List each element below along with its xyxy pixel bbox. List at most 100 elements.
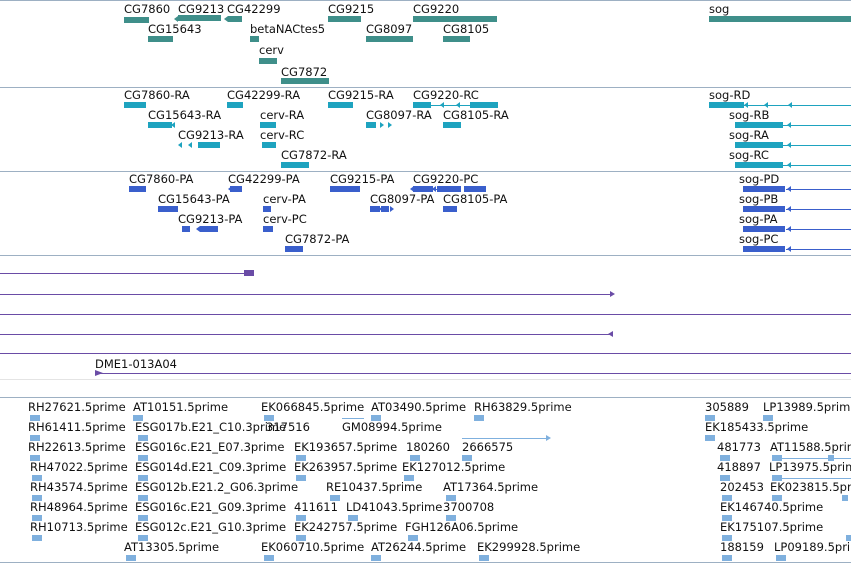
est-label[interactable]: RE10437.5prime [326,480,423,494]
protein-glyph[interactable] [437,186,461,192]
est-label[interactable]: LD41043.5prime [346,500,443,514]
est-glyph[interactable] [772,475,782,481]
est-glyph[interactable] [763,415,773,421]
transcript-glyph[interactable] [735,142,783,148]
est-glyph[interactable] [138,455,148,461]
est-glyph[interactable] [776,555,786,561]
est-label[interactable]: ESG017b.E21_C10.3prime [135,420,287,434]
est-label[interactable]: AT11588.5prime [770,440,851,454]
est-label[interactable]: RH27621.5prime [28,400,126,414]
protein-label[interactable]: CG42299-PA [228,172,300,186]
transcript-label[interactable]: CG8097-RA [366,108,432,122]
est-glyph[interactable] [138,435,148,441]
transcript-label[interactable]: sog-RD [709,88,751,102]
gene-glyph[interactable] [709,16,851,22]
clone-end-glyph[interactable] [244,270,254,276]
est-glyph[interactable] [32,515,42,521]
gene-glyph[interactable] [328,16,361,22]
transcript-glyph[interactable] [260,122,276,128]
est-glyph[interactable] [138,515,148,521]
est-glyph[interactable] [296,535,306,541]
gene-glyph[interactable] [148,36,173,42]
est-glyph[interactable] [138,475,148,481]
transcript-glyph[interactable] [735,122,783,128]
est-label[interactable]: LP09189.5prime [774,540,851,554]
est-glyph[interactable] [846,535,851,541]
est-label[interactable]: 411611 [294,500,338,514]
transcript-label[interactable]: CG8105-RA [443,108,509,122]
est-label[interactable]: GM08994.5prime [342,420,442,434]
transcript-glyph[interactable] [198,142,220,148]
est-label[interactable]: AT17364.5prime [443,480,539,494]
est-label[interactable]: 202453 [720,480,764,494]
gene-label[interactable]: CG8097 [366,22,413,36]
est-label[interactable]: RH61411.5prime [28,420,126,434]
transcript-label[interactable]: CG9213-RA [178,128,244,142]
est-label[interactable]: EK299928.5prime [477,540,581,554]
gene-label[interactable]: CG15643 [148,22,202,36]
protein-glyph[interactable] [330,186,360,192]
est-glyph[interactable] [138,495,148,501]
transcript-label[interactable]: CG7872-RA [281,148,347,162]
protein-glyph[interactable] [230,186,242,192]
clone-label[interactable]: DME1-013A04 [95,357,177,371]
est-label[interactable]: 2666575 [462,440,514,454]
est-glyph[interactable] [828,455,834,461]
est-glyph[interactable] [474,415,484,421]
protein-glyph[interactable] [381,206,389,212]
gene-glyph[interactable] [259,58,277,64]
est-label[interactable]: EK060710.5prime [261,540,365,554]
est-glyph[interactable] [410,455,420,461]
est-label[interactable]: 305889 [705,400,749,414]
est-label[interactable]: RH43574.5prime [30,480,128,494]
est-glyph[interactable] [842,495,848,501]
protein-glyph[interactable] [370,206,380,212]
est-glyph[interactable] [705,415,715,421]
est-glyph[interactable] [296,475,306,481]
transcript-label[interactable]: CG7860-RA [124,88,190,102]
est-glyph[interactable] [296,515,306,521]
transcript-glyph[interactable] [148,122,172,128]
protein-label[interactable]: sog-PB [739,192,779,206]
est-label[interactable]: ESG012b.E21.2_G06.3prime [135,480,299,494]
protein-label[interactable]: sog-PC [739,232,779,246]
est-glyph[interactable] [404,475,414,481]
gene-label[interactable]: CG9213 [178,2,225,16]
gene-label[interactable]: CG7860 [124,2,171,16]
est-glyph[interactable] [722,535,732,541]
transcript-glyph[interactable] [227,102,243,108]
protein-glyph[interactable] [743,206,785,212]
transcript-label[interactable]: cerv-RC [260,128,305,142]
gene-label[interactable]: sog [709,2,730,16]
transcript-label[interactable]: CG42299-RA [227,88,301,102]
transcript-glyph[interactable] [366,122,376,128]
transcript-glyph[interactable] [709,102,744,108]
est-glyph[interactable] [462,455,472,461]
est-label[interactable]: AT13305.5prime [124,540,220,554]
gene-glyph[interactable] [178,15,221,21]
protein-label[interactable]: sog-PD [739,172,780,186]
transcript-label[interactable]: CG15643-RA [148,108,222,122]
protein-glyph[interactable] [285,246,303,252]
est-label[interactable]: EK185433.5prime [705,420,809,434]
gene-label[interactable]: CG9215 [328,2,375,16]
est-label[interactable]: ESG012c.E21_G10.3prime [135,520,287,534]
est-label[interactable]: AT26244.5prime [371,540,467,554]
transcript-label[interactable]: sog-RB [729,108,770,122]
est-glyph[interactable] [408,535,418,541]
est-glyph[interactable] [296,455,306,461]
transcript-label[interactable]: sog-RA [729,128,769,142]
est-label[interactable]: AT03490.5prime [371,400,467,414]
protein-label[interactable]: CG7860-PA [129,172,194,186]
transcript-glyph[interactable] [735,162,783,168]
est-label[interactable]: EK146740.5prime [720,500,824,514]
est-label[interactable]: 188159 [720,540,764,554]
est-glyph[interactable] [722,495,732,501]
est-label[interactable]: 418897 [717,460,761,474]
est-label[interactable]: ESG016c.E21_G09.3prime [135,500,287,514]
est-glyph[interactable] [446,515,456,521]
protein-glyph[interactable] [464,186,486,192]
est-glyph[interactable] [371,555,381,561]
protein-glyph[interactable] [743,186,785,192]
gene-glyph[interactable] [124,17,149,23]
